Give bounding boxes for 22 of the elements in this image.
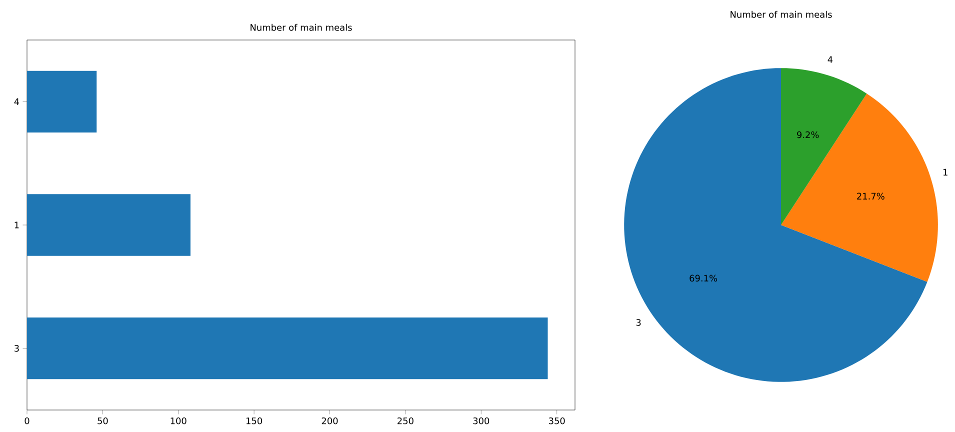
bar	[27, 318, 548, 380]
x-tick-label: 200	[322, 417, 338, 424]
bar	[27, 70, 97, 133]
slice-label: 1	[943, 168, 948, 176]
chart-title: Number of main meals	[730, 10, 832, 18]
x-tick-label: 150	[246, 417, 262, 424]
x-tick-label: 250	[398, 417, 414, 424]
y-tick-label: 1	[14, 222, 19, 228]
x-tick-label: 0	[24, 417, 30, 424]
data-label: 9.2%	[797, 131, 819, 138]
bar	[27, 194, 190, 256]
slice-label: 4	[828, 56, 833, 63]
chart-title: Number of main meals	[250, 24, 352, 31]
x-tick-label: 100	[170, 417, 186, 424]
y-tick-label: 4	[14, 98, 20, 105]
x-tick-label: 50	[98, 417, 108, 424]
x-tick-label: 350	[548, 417, 565, 424]
slice-label: 3	[636, 319, 641, 326]
y-tick-label: 3	[14, 344, 19, 352]
data-label: 21.7%	[857, 192, 884, 200]
data-label: 69.1%	[690, 274, 718, 282]
x-tick-label: 300	[473, 417, 490, 424]
